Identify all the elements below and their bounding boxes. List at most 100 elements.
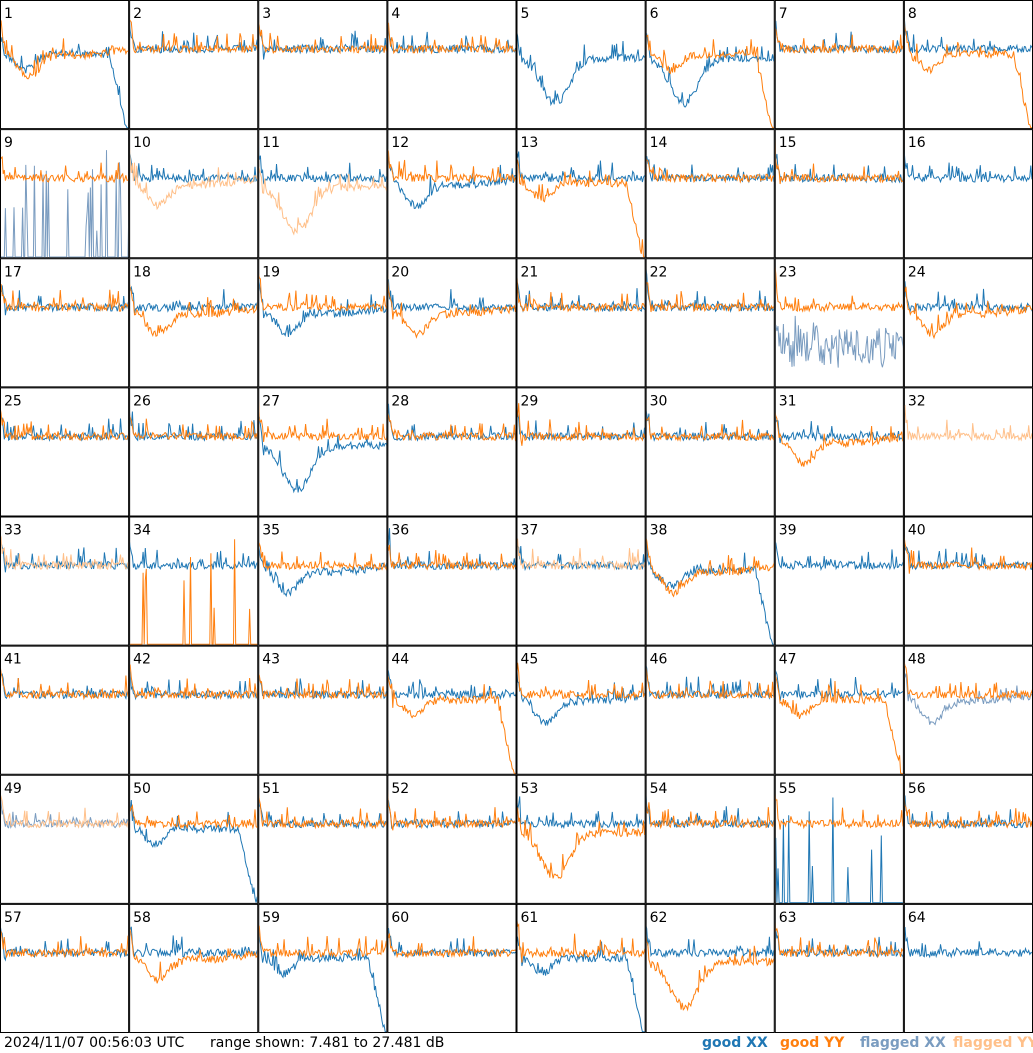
panel-label: 5: [521, 6, 530, 22]
series-good-yy: [1, 409, 129, 442]
panel-37: 37: [516, 516, 646, 646]
series-good-xx: [904, 18, 1032, 55]
panel-31: 31: [774, 387, 904, 517]
panel-label: 15: [779, 135, 797, 151]
panel-label: 18: [133, 264, 151, 280]
series-good-xx: [130, 285, 258, 314]
panel-frame: [387, 258, 517, 388]
panel-frame: [516, 387, 646, 517]
panel-label: 10: [133, 135, 151, 151]
panel-label: 46: [650, 652, 668, 668]
panel-54: 54: [645, 774, 775, 904]
panel-5: 5: [516, 0, 646, 130]
series-good-yy: [259, 542, 387, 571]
series-good-xx: [646, 269, 774, 313]
panel-frame: [258, 903, 388, 1033]
series-good-xx: [130, 542, 258, 571]
panel-50: 50: [129, 774, 259, 904]
series-good-yy: [130, 415, 258, 442]
panel-frame: [0, 516, 130, 646]
panel-19: 19: [258, 258, 388, 388]
panel-49: 49: [0, 774, 130, 904]
panel-frame: [258, 387, 388, 517]
panel-frame: [129, 258, 259, 388]
panel-frame: [645, 516, 775, 646]
series-good-xx: [517, 151, 645, 184]
panel-label: 12: [391, 135, 409, 151]
series-good-xx: [388, 22, 516, 55]
series-good-yy: [259, 925, 387, 958]
series-good-yy: [775, 268, 903, 313]
series-good-xx: [388, 150, 516, 210]
panel-label: 37: [521, 523, 539, 539]
panel-label: 28: [391, 393, 409, 409]
series-good-yy: [388, 413, 516, 442]
panel-label: 52: [391, 781, 409, 797]
panel-label: 40: [908, 523, 926, 539]
panel-frame: [774, 516, 904, 646]
series-good-yy: [646, 34, 774, 129]
series-good-yy: [259, 274, 387, 312]
panel-13: 13: [516, 129, 646, 259]
panel-38: 38: [645, 516, 775, 646]
panel-label: 58: [133, 910, 151, 926]
panel-frame: [903, 0, 1033, 130]
panel-frame: [129, 645, 259, 775]
panel-frame: [0, 129, 130, 259]
timestamp: 2024/11/07 00:56:03 UTC: [4, 1035, 185, 1051]
series-good-xx: [646, 541, 774, 645]
series-good-yy: [1, 284, 129, 313]
panel-14: 14: [645, 129, 775, 259]
panel-label: 19: [262, 264, 280, 280]
panel-26: 26: [129, 387, 259, 517]
panel-label: 50: [133, 781, 151, 797]
panel-frame: [774, 774, 904, 904]
legend-flagged-xx: flagged XX: [860, 1035, 946, 1051]
panel-frame: [129, 516, 259, 646]
panel-frame: [387, 903, 517, 1033]
series-good-yy: [904, 22, 1032, 129]
panel-16: 16: [903, 129, 1033, 259]
series-good-xx: [259, 416, 387, 494]
panel-label: 57: [4, 910, 22, 926]
panel-frame: [387, 774, 517, 904]
panel-8: 8: [903, 0, 1033, 130]
series-flagged-yy: [1, 535, 129, 571]
panel-frame: [774, 903, 904, 1033]
panel-55: 55: [774, 774, 904, 904]
series-good-yy: [646, 667, 774, 700]
panel-label: 44: [391, 652, 409, 668]
series-good-yy: [259, 405, 387, 442]
panel-3: 3: [258, 0, 388, 130]
series-good-yy: [517, 159, 645, 258]
panel-45: 45: [516, 645, 646, 775]
panel-32: 32: [903, 387, 1033, 517]
series-good-yy: [388, 795, 516, 831]
panel-51: 51: [258, 774, 388, 904]
panel-17: 17: [0, 258, 130, 388]
series-good-yy: [517, 403, 645, 446]
series-good-xx: [904, 795, 1032, 830]
series-good-yy: [646, 158, 774, 184]
panel-58: 58: [129, 903, 259, 1033]
series-good-xx: [259, 149, 387, 185]
panel-frame: [387, 516, 517, 646]
series-good-yy: [130, 927, 258, 984]
panel-frame: [387, 0, 517, 130]
range-shown: range shown: 7.481 to 27.481 dB: [210, 1035, 445, 1051]
panel-frame: [774, 387, 904, 517]
panel-label: 4: [391, 6, 400, 22]
series-flagged-xx: [1, 150, 129, 258]
series-good-yy: [517, 277, 645, 313]
panel-29: 29: [516, 387, 646, 517]
panel-label: 64: [908, 910, 926, 926]
panel-label: 45: [521, 652, 539, 668]
panel-label: 3: [262, 6, 271, 22]
panel-frame: [258, 645, 388, 775]
panel-62: 62: [645, 903, 775, 1033]
panel-frame: [516, 258, 646, 388]
series-good-xx: [130, 926, 258, 959]
series-good-yy: [775, 675, 903, 774]
panel-9: 9: [0, 129, 130, 259]
